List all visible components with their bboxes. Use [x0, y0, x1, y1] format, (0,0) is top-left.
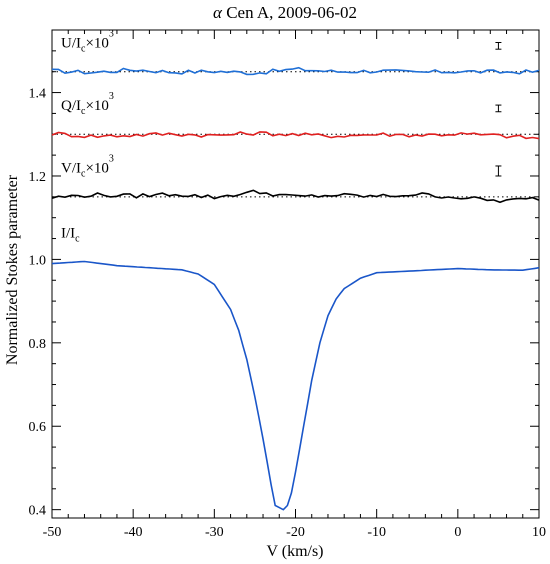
series-line-1	[51, 131, 540, 140]
series-label-sup: 3	[109, 91, 114, 102]
series-label-sub: c	[81, 106, 86, 117]
x-tick-label: -10	[367, 525, 386, 540]
plot-frame	[51, 29, 540, 519]
series-label-sub: c	[81, 169, 86, 180]
series-label-main: Q/I	[61, 98, 81, 114]
series-label-sup: 3	[109, 154, 114, 165]
y-tick-label: 0.4	[29, 504, 47, 519]
chart-title-text: Cen A, 2009-06-02	[222, 3, 357, 22]
series-line-3	[51, 260, 540, 511]
series-line-2	[51, 189, 540, 204]
series-label-sup: 3	[109, 29, 114, 40]
series-label-mid: ×10	[85, 161, 108, 177]
x-tick-label: -40	[124, 525, 143, 540]
series-label-mid: ×10	[85, 36, 108, 52]
x-tick-label: 0	[454, 525, 461, 540]
axis-ticks: -50 -40 -30 -20 -10 0 10 0.4 0.6 0.8 1.0 1.2 1.4	[29, 30, 546, 540]
x-tick-label: -30	[205, 525, 224, 540]
series-label-main: V/I	[61, 161, 81, 177]
error-bars	[495, 42, 502, 177]
chart-title: α Cen A, 2009-06-02	[213, 3, 357, 22]
series-label-mid: ×10	[85, 98, 108, 114]
series-label-0: U/Ic×103	[61, 29, 114, 55]
series-label-3: I/Ic	[61, 226, 80, 245]
y-tick-label: 1.0	[29, 253, 47, 268]
series-lines	[51, 66, 540, 511]
y-axis-label: Normalized Stokes parameter	[4, 174, 21, 365]
series-line-0	[51, 66, 540, 76]
series-label-sub: c	[81, 44, 86, 55]
chart-title-alpha: α	[213, 3, 223, 22]
series-label-main: I/I	[61, 226, 75, 242]
series-label-2: V/Ic×103	[61, 154, 114, 180]
y-tick-label: 1.4	[29, 87, 47, 102]
x-tick-label: 10	[532, 525, 546, 540]
y-tick-label: 0.6	[29, 420, 47, 435]
y-tick-label: 0.8	[29, 337, 47, 352]
x-axis-label: V (km/s)	[266, 543, 323, 560]
y-tick-label: 1.2	[29, 170, 47, 185]
series-label-sub: c	[75, 234, 80, 245]
series-label-main: U/I	[61, 36, 81, 52]
series-label-1: Q/Ic×103	[61, 91, 114, 117]
x-tick-label: -20	[286, 525, 305, 540]
x-tick-label: -50	[43, 525, 62, 540]
